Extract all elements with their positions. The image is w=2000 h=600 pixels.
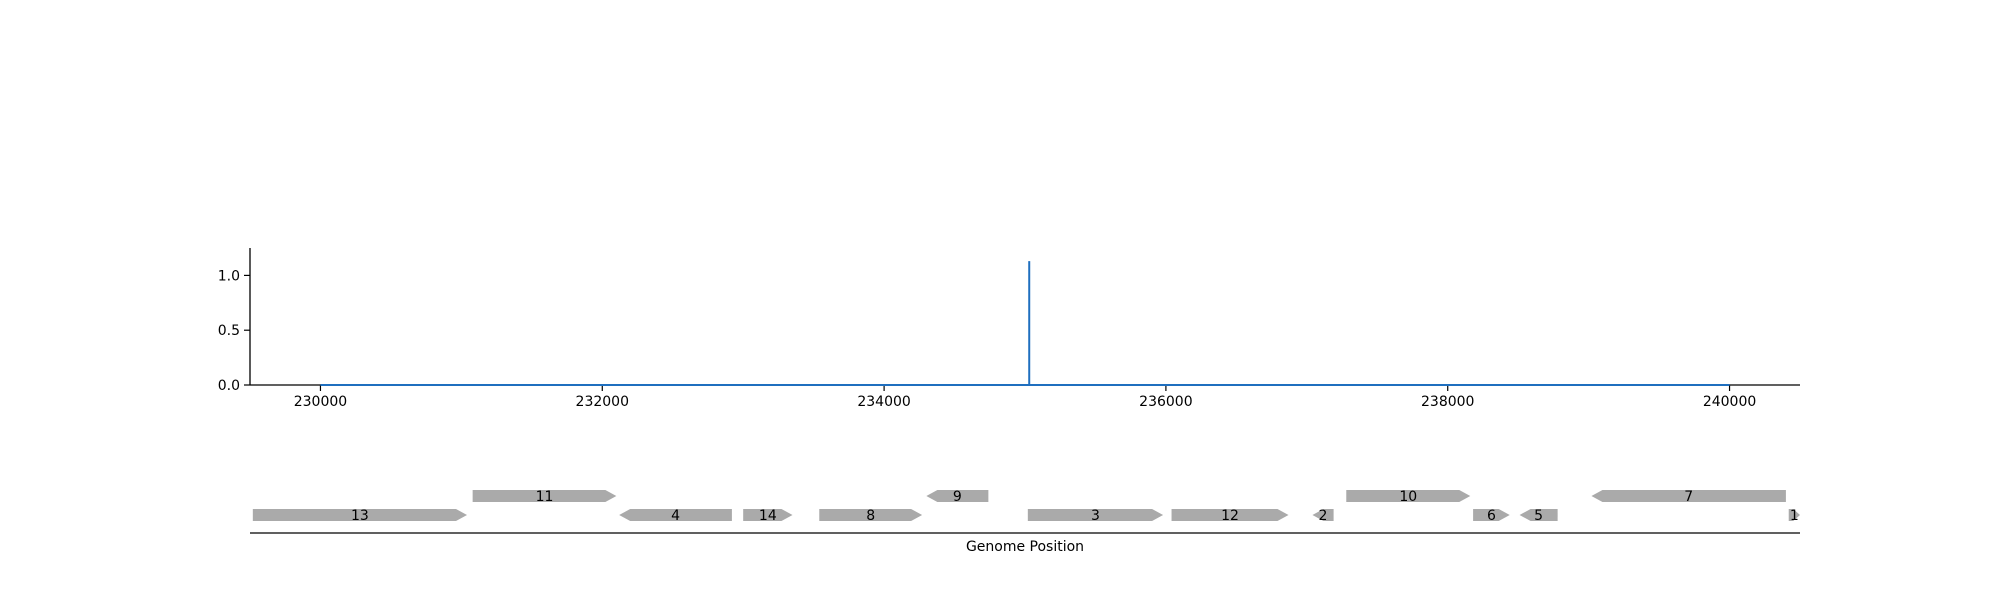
gene-label: 3 <box>1091 508 1100 524</box>
signal-series <box>320 261 1730 386</box>
gene-label: 12 <box>1221 508 1239 524</box>
gene-arrow <box>926 490 989 502</box>
x-tick-label: 234000 <box>857 394 910 410</box>
x-tick-label: 232000 <box>576 394 629 410</box>
genes: 13 11 4 14 8 9 3 12 2 10 6 5 7 1 <box>252 489 1800 524</box>
gene-1: 1 <box>1788 508 1800 524</box>
gene-arrow <box>1027 509 1164 521</box>
gene-label: 5 <box>1534 508 1543 524</box>
gene-arrow <box>743 509 793 521</box>
gene-3: 3 <box>1027 508 1164 524</box>
x-tick-label: 238000 <box>1421 394 1474 410</box>
gene-arrow <box>1519 509 1558 521</box>
x-ticks: 230000 232000 234000 236000 238000 240000 <box>294 385 1756 410</box>
gene-label: 6 <box>1487 508 1496 524</box>
gene-2: 2 <box>1312 508 1334 524</box>
gene-8: 8 <box>819 508 923 524</box>
gene-11: 11 <box>472 489 617 505</box>
x-tick-label: 230000 <box>294 394 347 410</box>
gene-7: 7 <box>1591 489 1786 505</box>
gene-13: 13 <box>252 508 467 524</box>
gene-arrow <box>1346 490 1471 502</box>
gene-label: 1 <box>1790 508 1799 524</box>
y-tick-label: 0.5 <box>218 323 240 339</box>
gene-arrow <box>819 509 923 521</box>
gene-14: 14 <box>743 508 793 524</box>
gene-arrow <box>1312 509 1334 521</box>
signal-panel: 0.0 0.5 1.0 230000 232000 234000 236000 238000… <box>218 248 1800 410</box>
y-tick-label: 0.0 <box>218 378 240 394</box>
gene-label: 14 <box>759 508 777 524</box>
gene-label: 2 <box>1319 508 1328 524</box>
gene-arrow <box>619 509 732 521</box>
signal-series-line <box>320 261 1730 386</box>
gene-track-panel: 13 11 4 14 8 9 3 12 2 10 6 5 7 1 Genome Position <box>250 489 1800 555</box>
gene-9: 9 <box>926 489 989 505</box>
gene-arrow <box>1473 509 1510 521</box>
gene-arrow <box>1591 490 1786 502</box>
x-tick-label: 236000 <box>1139 394 1192 410</box>
gene-label: 8 <box>866 508 875 524</box>
gene-6: 6 <box>1473 508 1510 524</box>
gene-label: 7 <box>1684 489 1693 505</box>
x-axis-title: Genome Position <box>966 539 1084 555</box>
gene-12: 12 <box>1171 508 1289 524</box>
gene-4: 4 <box>619 508 732 524</box>
gene-label: 13 <box>351 508 369 524</box>
gene-label: 9 <box>953 489 962 505</box>
y-tick-label: 1.0 <box>218 268 240 284</box>
gene-arrow <box>472 490 617 502</box>
x-tick-label: 240000 <box>1703 394 1756 410</box>
gene-arrow <box>1171 509 1289 521</box>
y-ticks: 0.0 0.5 1.0 <box>218 268 250 394</box>
gene-label: 11 <box>536 489 554 505</box>
gene-arrow <box>252 509 467 521</box>
gene-arrow <box>1788 509 1800 521</box>
gene-5: 5 <box>1519 508 1558 524</box>
gene-label: 10 <box>1399 489 1417 505</box>
gene-label: 4 <box>671 508 680 524</box>
gene-10: 10 <box>1346 489 1471 505</box>
